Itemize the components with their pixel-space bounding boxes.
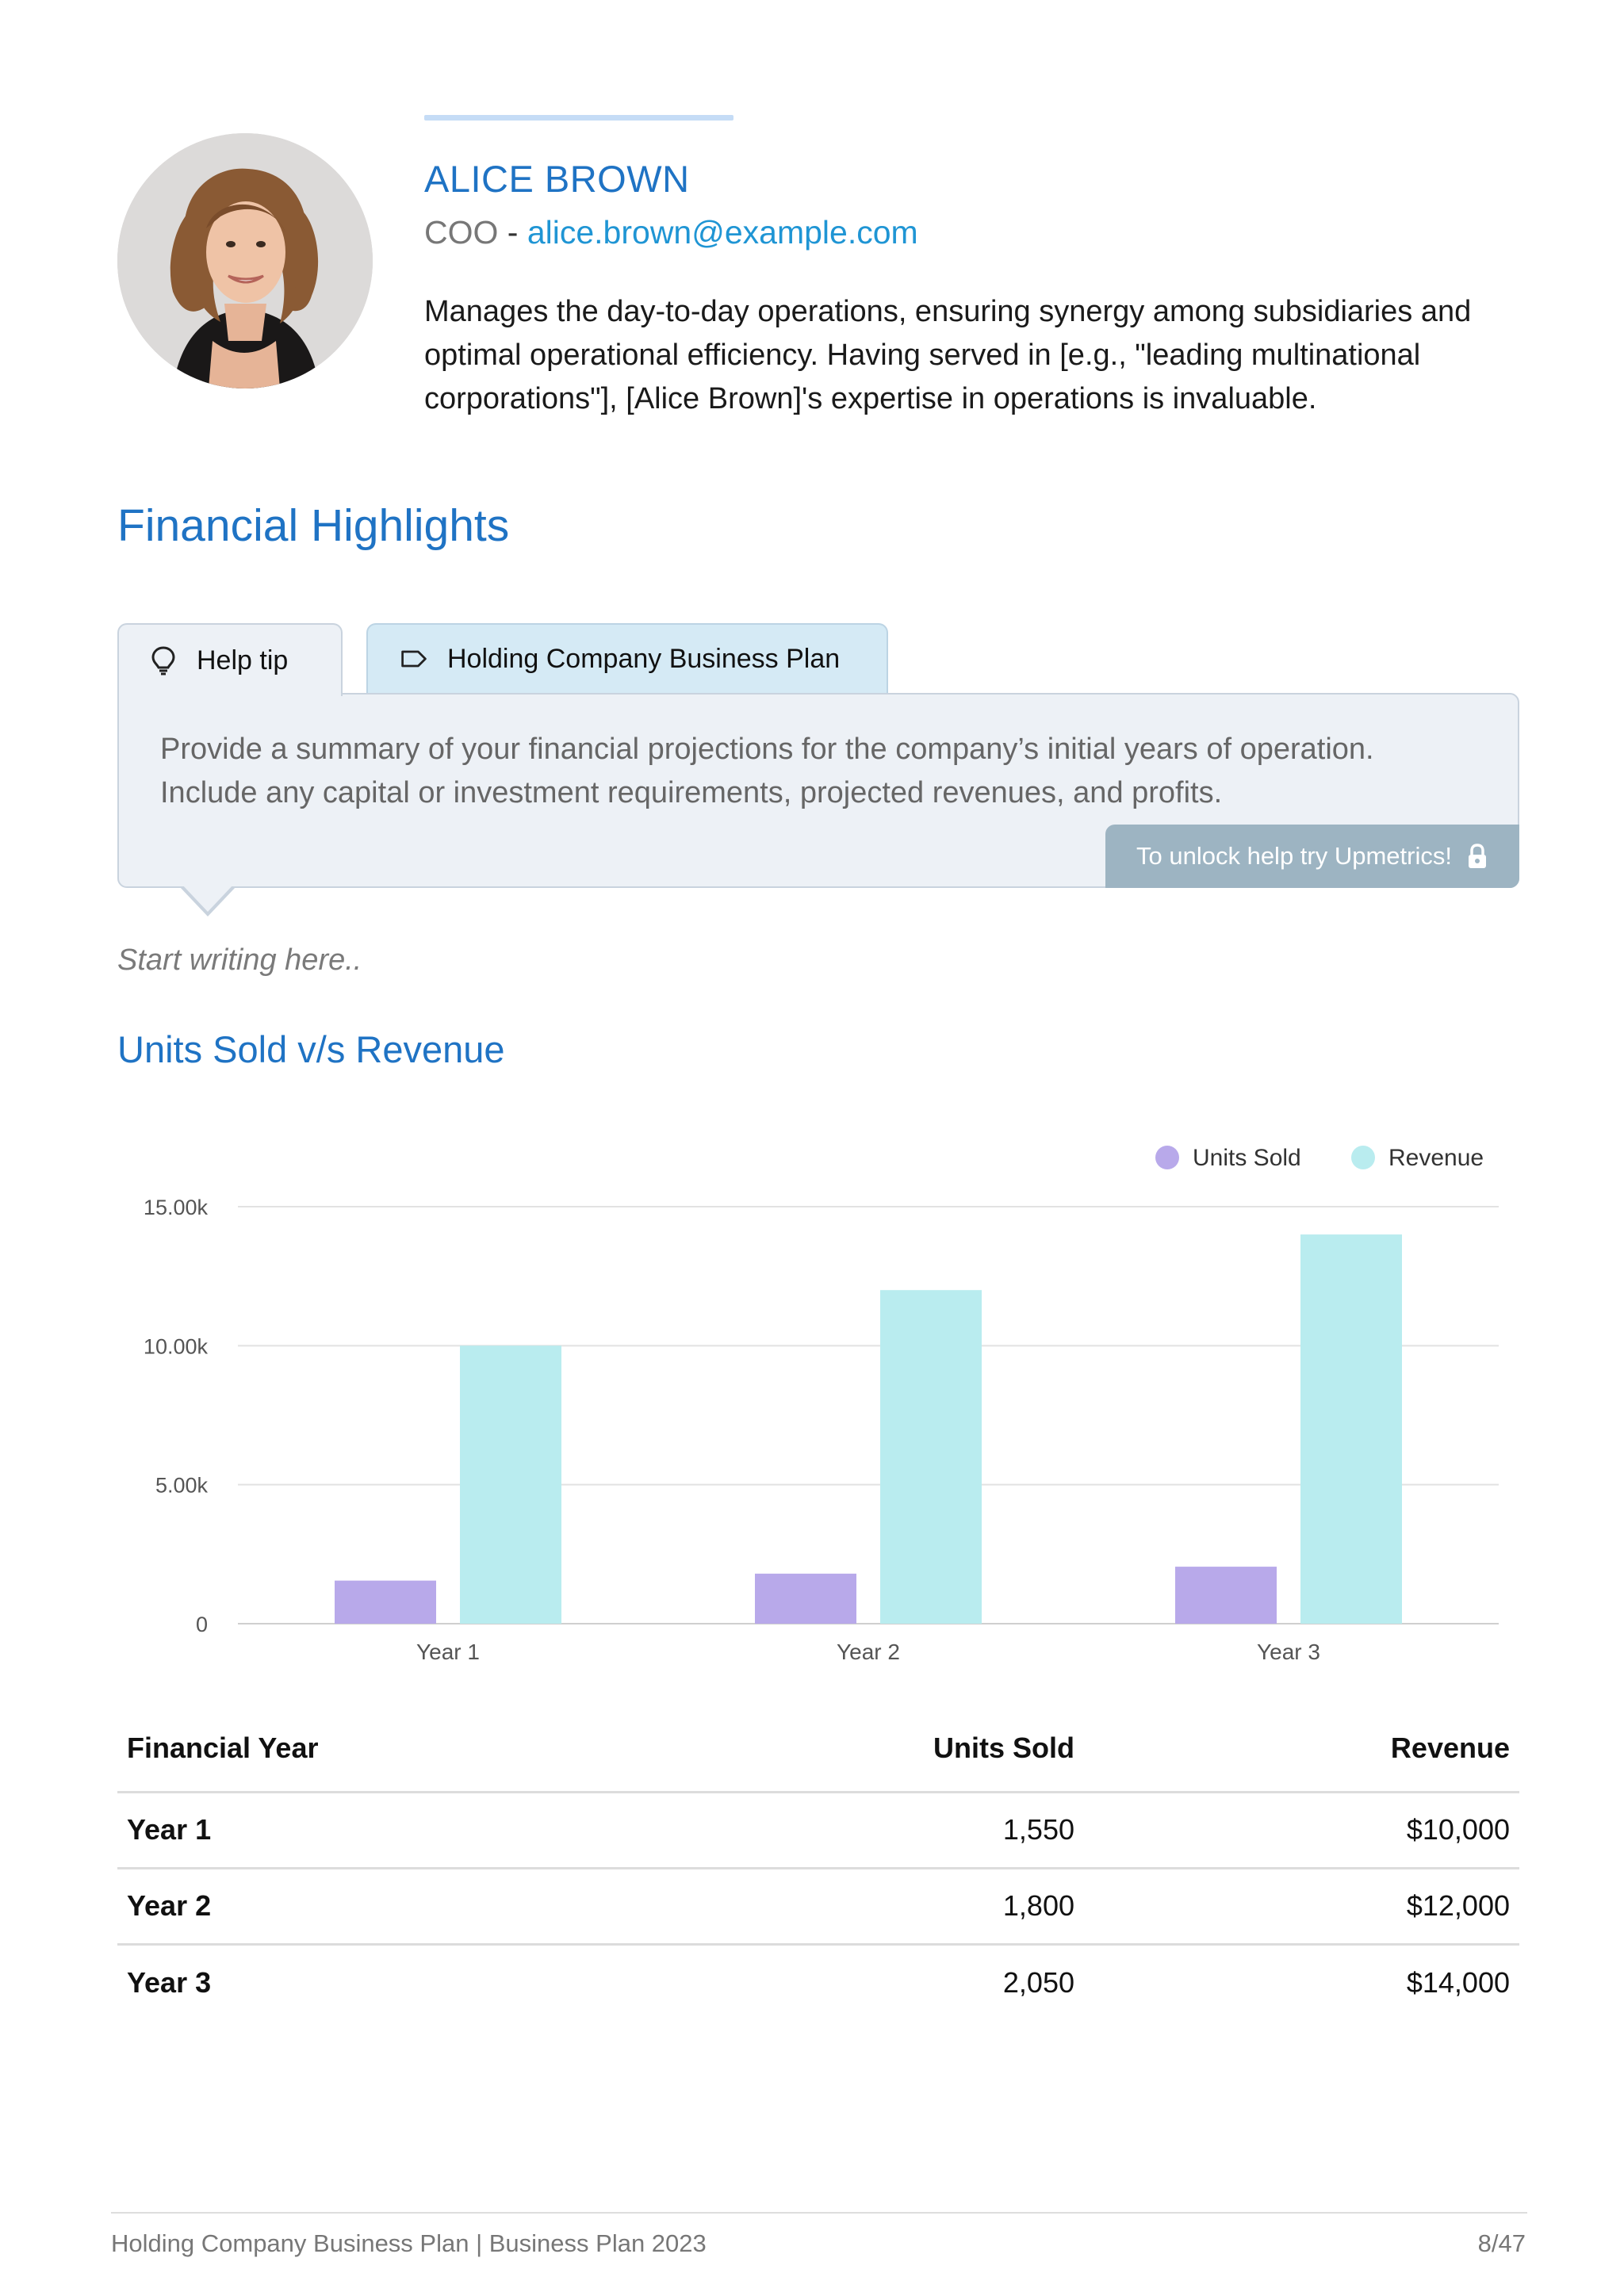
financial-table: Financial Year Units Sold Revenue Year 1… bbox=[117, 1706, 1519, 2020]
header-revenue: Revenue bbox=[1084, 1706, 1519, 1793]
header-financial-year: Financial Year bbox=[117, 1706, 625, 1793]
revenue-bar bbox=[1300, 1234, 1402, 1624]
profile-name: ALICE BROWN bbox=[424, 158, 690, 200]
unlock-help-label: To unlock help try Upmetrics! bbox=[1136, 842, 1452, 870]
table-header-row: Financial Year Units Sold Revenue bbox=[117, 1706, 1519, 1793]
units-revenue-chart: 0 5.00k 10.00k 15.00k Year 1 Year 2 Year 3 Unit… bbox=[144, 1145, 1499, 1664]
x-tick-label: Year 3 bbox=[1257, 1640, 1320, 1664]
x-tick-label: Year 1 bbox=[416, 1640, 480, 1664]
profile-bio: Manages the day-to-day operations, ensur… bbox=[424, 295, 1472, 415]
section-title: Financial Highlights bbox=[117, 500, 510, 551]
legend-label: Revenue bbox=[1388, 1145, 1484, 1171]
legend-label: Units Sold bbox=[1193, 1145, 1301, 1171]
help-tip-panel: Provide a summary of your financial proj… bbox=[117, 693, 1519, 888]
cell-year: Year 2 bbox=[117, 1868, 625, 1946]
units-sold-bar bbox=[1175, 1567, 1277, 1624]
y-tick-label: 5.00k bbox=[155, 1474, 209, 1498]
revenue-bar bbox=[880, 1290, 982, 1624]
tab-business-plan-label: Holding Company Business Plan bbox=[447, 643, 841, 674]
cell-year: Year 1 bbox=[117, 1792, 625, 1869]
profile-role-line: COO - alice.brown@example.com bbox=[424, 214, 918, 251]
legend-swatch bbox=[1155, 1146, 1179, 1169]
y-tick-label: 15.00k bbox=[144, 1196, 209, 1219]
chart-title: Units Sold v/s Revenue bbox=[117, 1028, 505, 1070]
tab-help-tip-label: Help tip bbox=[197, 645, 289, 675]
lock-icon bbox=[1466, 843, 1488, 870]
x-tick-label: Year 2 bbox=[837, 1640, 900, 1664]
legend-swatch bbox=[1351, 1146, 1375, 1169]
avatar-portrait bbox=[117, 133, 373, 388]
avatar bbox=[117, 133, 373, 388]
role-separator: - bbox=[498, 214, 527, 251]
help-tip-text: Provide a summary of your financial proj… bbox=[160, 733, 1374, 809]
y-tick-label: 0 bbox=[196, 1613, 208, 1636]
profile-email-link[interactable]: alice.brown@example.com bbox=[527, 214, 918, 251]
tab-business-plan[interactable]: Holding Company Business Plan bbox=[366, 623, 888, 693]
tab-help-tip[interactable]: Help tip bbox=[117, 623, 343, 696]
y-tick-label: 10.00k bbox=[144, 1334, 209, 1358]
footer-page-number: 8/47 bbox=[1477, 2229, 1526, 2257]
unlock-help-button[interactable]: To unlock help try Upmetrics! bbox=[1105, 825, 1519, 888]
help-tip-pointer bbox=[179, 884, 236, 916]
cell-revenue: $14,000 bbox=[1084, 1944, 1519, 2020]
cell-units-sold: 1,550 bbox=[624, 1792, 1085, 1869]
table-row: Year 1 1,550 $10,000 bbox=[117, 1792, 1519, 1869]
revenue-bar bbox=[460, 1345, 561, 1624]
footer-divider bbox=[111, 2212, 1527, 2214]
table-row: Year 3 2,050 $14,000 bbox=[117, 1944, 1519, 2020]
editor-placeholder[interactable]: Start writing here.. bbox=[117, 943, 362, 977]
cell-units-sold: 1,800 bbox=[624, 1868, 1085, 1946]
lightbulb-icon bbox=[149, 645, 178, 676]
units-sold-bar bbox=[755, 1573, 856, 1624]
header-units-sold: Units Sold bbox=[624, 1706, 1085, 1793]
units-sold-bar bbox=[335, 1580, 436, 1624]
footer-document-title: Holding Company Business Plan | Business… bbox=[111, 2229, 707, 2257]
profile-accent-bar bbox=[424, 115, 733, 121]
cell-year: Year 3 bbox=[127, 1965, 212, 1999]
cell-units-sold: 2,050 bbox=[624, 1944, 1085, 2020]
cell-revenue: $12,000 bbox=[1084, 1868, 1519, 1946]
tag-icon bbox=[400, 643, 428, 675]
table-row: Year 2 1,800 $12,000 bbox=[117, 1868, 1519, 1946]
cell-revenue: $10,000 bbox=[1084, 1792, 1519, 1869]
profile-role: COO bbox=[424, 214, 499, 251]
